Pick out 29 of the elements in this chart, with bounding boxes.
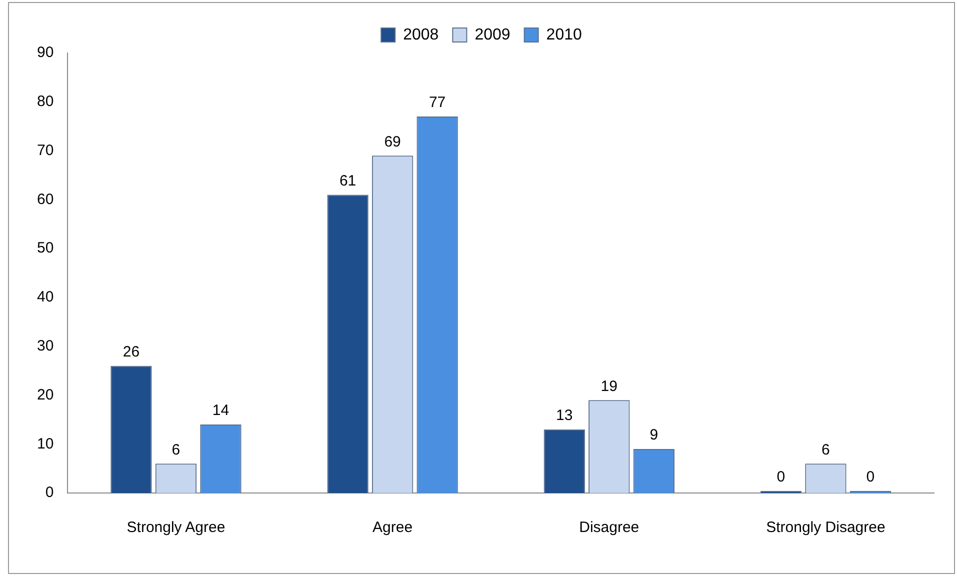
y-tick-label: 0 bbox=[45, 484, 54, 502]
y-tick-label: 30 bbox=[36, 337, 54, 354]
x-tick-label: Strongly Disagree bbox=[766, 519, 886, 536]
data-label: 0 bbox=[776, 468, 786, 486]
legend-label: 2009 bbox=[474, 26, 510, 44]
y-tick-label: 10 bbox=[36, 435, 54, 452]
data-label: 77 bbox=[428, 94, 446, 112]
data-label: 0 bbox=[866, 468, 875, 486]
data-label: 6 bbox=[822, 441, 830, 458]
x-tick-label: Disagree bbox=[579, 519, 640, 536]
data-label: 69 bbox=[384, 133, 401, 150]
data-label: 26 bbox=[122, 344, 140, 361]
legend-label: 2008 bbox=[403, 26, 439, 44]
data-label: 19 bbox=[600, 378, 618, 395]
data-label: 13 bbox=[556, 407, 573, 424]
data-label: 9 bbox=[650, 426, 658, 444]
y-tick-label: 90 bbox=[36, 44, 54, 62]
data-label: 6 bbox=[172, 441, 180, 458]
x-tick-label: Strongly Agree bbox=[126, 519, 226, 536]
data-label: 14 bbox=[212, 402, 230, 420]
data-label: 61 bbox=[339, 172, 356, 190]
y-tick-label: 40 bbox=[36, 288, 54, 306]
y-tick-label: 80 bbox=[36, 93, 54, 110]
y-tick-label: 70 bbox=[36, 142, 54, 159]
x-tick-label: Agree bbox=[372, 519, 413, 536]
y-tick-label: 50 bbox=[36, 240, 54, 257]
y-tick-label: 20 bbox=[36, 386, 54, 404]
legend-label: 2010 bbox=[546, 26, 582, 44]
y-tick-label: 60 bbox=[36, 190, 54, 208]
